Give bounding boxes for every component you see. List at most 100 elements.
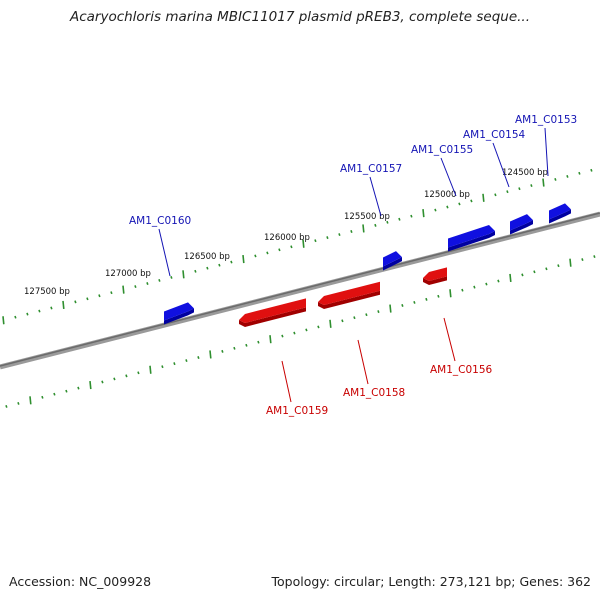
tick-mark [542,178,545,187]
tick-mark [29,396,32,405]
gene-leader-line [281,360,292,403]
gene-arrow[interactable] [383,251,402,271]
tick-mark [137,371,140,375]
tick-mark [341,319,344,323]
gene-arrow[interactable] [318,281,380,309]
backbone [0,211,600,370]
inner-tick-track [5,255,596,408]
tick-mark [221,349,224,353]
tick-mark [197,356,200,359]
tick-mark [314,239,317,243]
tick-mark [242,254,245,264]
tick-mark [449,289,452,298]
tick-mark [86,297,89,301]
tick-mark [302,239,305,248]
gene-label[interactable]: AM1_C0159 [266,405,328,417]
tick-mark [194,269,197,273]
tick-mark [266,251,269,255]
tick-mark [38,309,41,313]
gene-label[interactable]: AM1_C0154 [463,129,526,141]
tick-mark [410,214,413,218]
tick-mark [50,306,53,310]
gene-label[interactable]: AM1_C0157 [340,163,402,175]
gene-leader-line [440,157,457,197]
tick-mark [509,273,512,283]
gene-label[interactable]: AM1_C0160 [129,215,191,227]
tick-mark [125,374,128,378]
gene-arrow-shadow [423,276,447,285]
tick-mark [5,405,8,408]
gene-label[interactable]: AM1_C0156 [430,364,493,376]
gene-arrow-body [510,214,533,231]
gene-leader-line [357,339,369,385]
gene-labels: AM1_C0153 AM1_C0154 AM1_C0155 AM1_C0157 AM1_… [129,114,577,417]
tick-mark [290,245,293,249]
gene-leader-line [158,228,171,277]
gene-arrow[interactable] [164,302,194,325]
tick-mark [473,285,476,289]
tick-mark [41,395,44,399]
tick-mark [161,365,164,369]
tick-mark [497,279,500,283]
gene-arrow[interactable] [423,267,447,285]
gene-arrow-body [423,267,447,281]
gene-leader-line [369,176,382,217]
tick-mark [2,316,5,325]
map-title: Acaryochloris marina MBIC11017 plasmid p… [69,9,531,25]
gene-label[interactable]: AM1_C0158 [343,387,405,399]
gene-label[interactable]: AM1_C0155 [411,144,473,156]
tick-mark [590,168,593,172]
tick-mark [26,312,29,316]
tick-mark [485,282,488,286]
gene-leader-line [544,127,549,177]
gene-arrow-body [383,251,402,267]
topology-summary: Topology: circular; Length: 273,121 bp; … [271,574,592,589]
gene-arrow[interactable] [510,214,533,235]
tick-mark [14,315,17,319]
gene-arrow-shadow [510,220,533,235]
tick-mark [134,285,137,289]
tick-mark [365,313,368,317]
tick-labels: 124500 bp 125000 bp 125500 bp 126000 bp 1265… [24,168,548,297]
gene-arrow-shadow [239,307,306,327]
tick-mark [230,260,233,264]
tick-mark [209,350,212,359]
gene-arrow-shadow [164,308,194,325]
tick-mark [206,266,209,270]
tick-mark [158,279,161,282]
tick-mark [446,205,449,209]
tick-mark [506,190,509,194]
gene-label[interactable]: AM1_C0153 [515,114,577,126]
tick-label: 127000 bp [105,269,151,279]
tick-mark [434,208,437,212]
tick-mark [461,288,464,292]
gene-arrow[interactable] [549,203,571,224]
tick-mark [62,300,65,310]
gene-leader-line [492,142,510,188]
tick-mark [554,178,557,181]
gene-arrow-shadow [383,257,402,271]
gene-arrow-body [318,281,380,305]
tick-mark [149,365,152,374]
tick-mark [326,236,329,240]
tick-mark [110,291,113,295]
gene-arrow[interactable] [448,224,495,252]
tick-mark [278,248,281,252]
tick-mark [329,319,332,328]
tick-mark [101,380,104,384]
outer-tick-track [2,168,593,325]
gene-arrow-body [448,224,495,248]
tick-mark [350,230,353,233]
tick-mark [581,258,584,262]
gene-arrow[interactable] [239,298,306,327]
tick-mark [113,377,116,381]
tick-mark [566,174,569,178]
tick-mark [173,362,176,366]
tick-mark [269,335,272,344]
tick-mark [281,334,284,338]
tick-mark [74,300,77,304]
tick-mark [422,209,425,218]
tick-mark [545,267,548,271]
tick-mark [353,316,356,320]
